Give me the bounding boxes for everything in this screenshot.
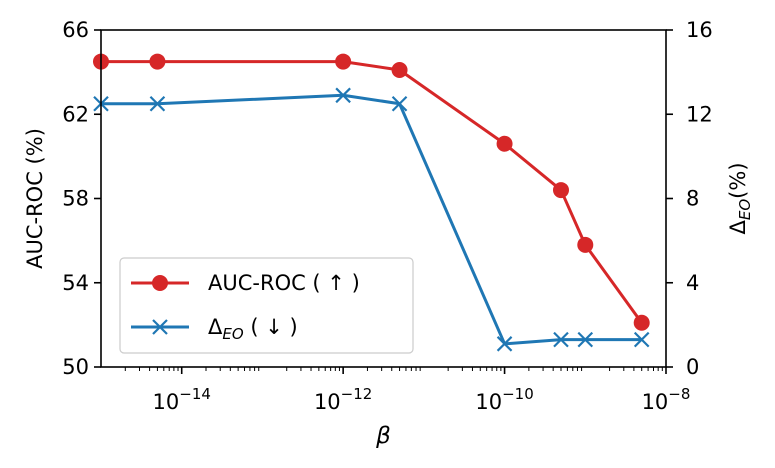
- delta-eo-series-line: [101, 93, 642, 346]
- left-axis-tick-label: 66: [62, 18, 89, 42]
- auc-roc-series-line: [101, 60, 643, 324]
- right-axis-label: ΔEO(%): [726, 162, 754, 234]
- plot-layer: [93, 53, 650, 352]
- delta-eo-data-point: [335, 87, 351, 104]
- delta-eo-data-point: [391, 95, 408, 112]
- left-axis-tick-label: 62: [62, 102, 89, 126]
- auc-roc-data-point: [391, 62, 408, 79]
- auc-roc-data-point: [633, 314, 650, 331]
- right-axis-tick-label: 8: [686, 187, 699, 211]
- legend: AUC-ROC ( ↑ ) ΔEO ( ↓ ): [119, 257, 414, 354]
- right-axis-tick-label: 4: [686, 271, 699, 295]
- delta-eo-data-point: [149, 95, 166, 112]
- legend-delta-eo-marker: [152, 319, 168, 335]
- left-axis-tick-label: 58: [62, 187, 89, 211]
- axis-layer: 50 54 58 62 66 0 4 8 12 16 10−14 10−12 10−10 10−8: [62, 18, 712, 414]
- auc-roc-data-point: [577, 236, 594, 253]
- x-axis-label: β: [375, 423, 391, 449]
- auc-roc-data-point: [335, 53, 352, 70]
- x-axis-tick-label: 10−8: [642, 385, 691, 414]
- delta-eo-data-point: [577, 331, 594, 348]
- legend-auc-roc-marker: [152, 275, 168, 291]
- right-axis-tick-label: 16: [686, 18, 713, 42]
- delta-eo-data-point: [633, 331, 650, 348]
- right-axis-tick-label: 12: [686, 102, 713, 126]
- x-axis-tick-label: 10−10: [475, 385, 533, 414]
- delta-eo-data-point: [496, 336, 513, 352]
- x-axis-tick-label: 10−12: [314, 385, 372, 414]
- auc-roc-data-point: [552, 182, 569, 199]
- left-axis-tick-label: 50: [62, 355, 89, 379]
- x-axis-tick-label: 10−14: [153, 385, 211, 414]
- legend-box: [119, 257, 414, 354]
- left-axis-label: AUC-ROC (%): [23, 128, 47, 269]
- delta-eo-data-point: [553, 331, 569, 348]
- right-axis-tick-label: 0: [686, 355, 699, 379]
- legend-auc-roc-label: AUC-ROC ( ↑ ): [208, 271, 360, 295]
- auc-roc-data-point: [496, 135, 513, 152]
- legend-delta-eo-label: ΔEO ( ↓ ): [208, 315, 298, 343]
- auc-roc-data-point: [149, 53, 166, 70]
- left-axis-tick-label: 54: [62, 271, 89, 295]
